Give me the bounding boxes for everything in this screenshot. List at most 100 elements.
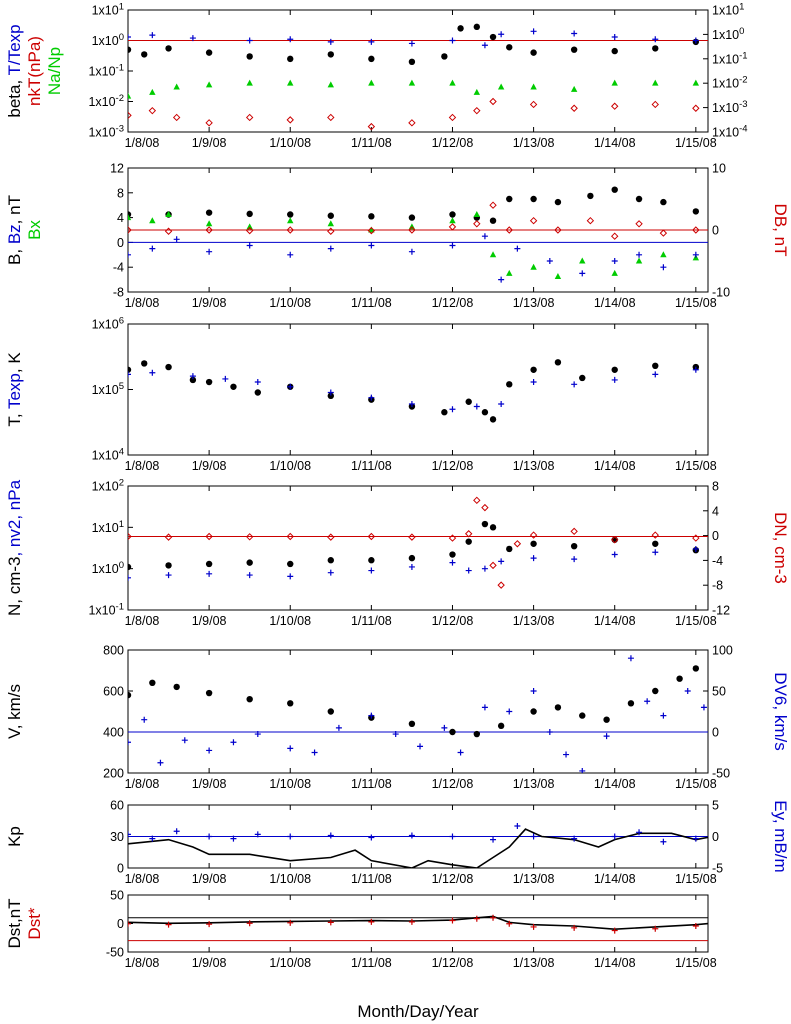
x-tick-label: 1/8/08 [125, 136, 160, 150]
data-point [327, 919, 334, 926]
data-point [611, 102, 619, 110]
data-point [603, 716, 610, 723]
data-point [205, 689, 213, 697]
data-point [506, 195, 513, 203]
x-tick-label: 1/11/08 [351, 296, 392, 310]
plot-frame [127, 649, 709, 774]
data-point [529, 531, 538, 539]
data-point [448, 223, 457, 231]
x-tick-label: 1/9/08 [192, 296, 227, 310]
data-point [571, 835, 578, 842]
y-tick-label: 0 [117, 236, 124, 250]
data-point [611, 186, 618, 193]
data-point [692, 251, 699, 258]
data-point [287, 217, 294, 224]
x-tick-label: 1/8/08 [125, 296, 160, 310]
x-tick-label: 1/14/08 [594, 956, 636, 970]
data-point [327, 113, 335, 122]
data-point [709, 42, 715, 48]
data-point [286, 116, 294, 124]
series-0 [128, 186, 700, 224]
data-point [489, 524, 497, 531]
data-point [473, 211, 481, 217]
data-point [473, 730, 481, 738]
data-point [570, 85, 578, 92]
data-point [189, 376, 197, 384]
data-point [408, 832, 415, 839]
series-2 [128, 233, 699, 283]
data-point [692, 104, 700, 112]
series-0 [128, 665, 700, 738]
data-point [554, 198, 562, 206]
data-point [692, 366, 699, 373]
data-point [181, 737, 188, 744]
right-y-tick-label: 0 [712, 224, 719, 238]
data-point [327, 569, 334, 576]
data-point [245, 113, 254, 122]
data-point [587, 192, 594, 200]
data-point [165, 572, 172, 579]
y-tick-label: 1x102 [92, 478, 124, 494]
x-tick-label: 1/8/08 [125, 956, 160, 970]
data-point [254, 389, 261, 396]
data-point [611, 47, 618, 55]
y-tick-label: 800 [103, 644, 124, 658]
data-point [246, 210, 253, 218]
data-point [128, 226, 132, 234]
data-point [530, 923, 537, 930]
x-tick-label: 1/14/08 [594, 777, 636, 791]
data-point [554, 226, 562, 234]
data-point [287, 700, 294, 707]
x-tick-label: 1/10/08 [269, 296, 311, 310]
x-tick-label: 1/9/08 [192, 872, 227, 886]
data-point [530, 263, 537, 270]
x-tick-label: 1/12/08 [432, 614, 474, 628]
data-point [586, 216, 595, 225]
data-point [611, 232, 619, 240]
data-point [660, 198, 667, 206]
data-point [368, 38, 375, 45]
plot-frame [127, 323, 709, 456]
x-tick-label: 1/11/08 [351, 614, 392, 628]
data-point [367, 122, 376, 131]
data-point [205, 378, 213, 386]
data-point [652, 687, 659, 695]
data-point [636, 829, 643, 836]
data-point [408, 226, 416, 234]
data-point [498, 558, 505, 565]
data-point [254, 731, 261, 738]
right-y-tick-label: -50 [712, 767, 730, 781]
data-point [287, 560, 294, 568]
data-point [506, 920, 513, 927]
data-point [230, 739, 237, 746]
data-point [246, 242, 253, 249]
y-tick-label: 1x100 [92, 560, 124, 576]
data-point [465, 398, 472, 405]
right-y-tick-label: 1x100 [712, 26, 744, 42]
data-point [327, 227, 335, 235]
data-point [652, 371, 659, 378]
y-tick-label: 1x104 [92, 447, 124, 463]
y-tick-label: -50 [106, 946, 124, 960]
data-point [489, 217, 497, 224]
data-point [287, 919, 294, 926]
data-point [128, 371, 131, 378]
data-point [149, 217, 156, 224]
x-tick-label: 1/12/08 [432, 459, 474, 473]
data-point [692, 545, 699, 552]
data-point [206, 921, 213, 928]
data-point [408, 214, 416, 221]
data-point [464, 530, 473, 538]
data-point [148, 106, 157, 115]
data-point [149, 32, 156, 39]
x-tick-label: 1/14/08 [594, 614, 636, 628]
data-point [128, 251, 131, 258]
data-point [246, 223, 253, 230]
data-point [506, 269, 513, 276]
data-point [165, 45, 172, 52]
right-y-tick-label: -5 [712, 862, 723, 876]
data-point [165, 211, 172, 217]
data-point [692, 923, 699, 930]
x-tick-label: 1/9/08 [192, 956, 227, 970]
data-point [611, 258, 618, 264]
